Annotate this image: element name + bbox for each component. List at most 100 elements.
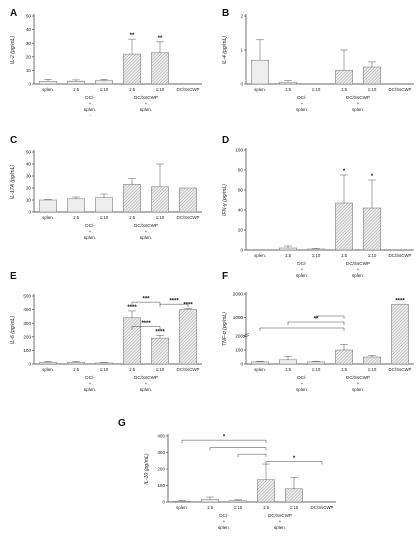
x-tick-label-C-4: 1:10: [156, 215, 165, 220]
bar-D-1: [279, 247, 297, 251]
group-label-E-1: DC/SsCWP: [134, 375, 158, 380]
bracket-label-E-0: ***: [142, 297, 150, 303]
group-label-G-0: DC/-: [219, 513, 229, 518]
bar-C-3: [123, 184, 141, 213]
x-tick-label-A-1: 1:5: [73, 87, 80, 92]
x-tick-label-B-1: 1:5: [285, 87, 292, 92]
group-plus-A-1: +: [145, 101, 148, 106]
y-tick-label-F: 100: [235, 348, 243, 353]
x-tick-label-C-5: DC/SsCWP: [177, 215, 200, 220]
x-tick-label-B-4: 1:10: [368, 87, 377, 92]
significance-mark-E-5: ****: [183, 303, 193, 309]
x-tick-label-F-3: 1:5: [341, 367, 348, 372]
group-sublabel-F-1: splen.: [352, 387, 364, 392]
x-tick-label-E-0: splen.: [42, 367, 54, 372]
x-tick-label-C-3: 1:5: [129, 215, 136, 220]
y-axis-title-A: IL-2 (pg/mL): [10, 36, 16, 65]
y-tick-label-G: 200: [157, 467, 165, 472]
x-tick-label-D-5: DC/SsCWP: [389, 253, 412, 258]
panel-letter-C: C: [10, 135, 17, 146]
x-tick-label-B-0: splen.: [254, 87, 266, 92]
x-tick-label-D-3: 1:5: [341, 253, 348, 258]
panel-letter-D: D: [222, 135, 229, 146]
x-tick-label-B-3: 1:5: [341, 87, 348, 92]
panel-letter-E: E: [10, 271, 17, 282]
x-tick-label-D-4: 1:10: [368, 253, 377, 258]
y-tick-label-E: 500: [23, 294, 31, 299]
group-sublabel-B-1: splen.: [352, 107, 364, 112]
y-tick-label-A: 40: [26, 27, 32, 32]
group-plus-E-0: +: [89, 381, 92, 386]
group-plus-D-1: +: [357, 267, 360, 272]
group-label-A-1: DC/SsCWP: [134, 95, 158, 100]
y-tick-label-A: 0: [28, 82, 31, 87]
x-tick-label-D-2: 1:10: [312, 253, 321, 258]
y-tick-label-E: 0: [28, 362, 31, 367]
bar-E-1: [67, 362, 85, 365]
group-sublabel-A-0: splen.: [84, 107, 96, 112]
x-tick-label-F-0: splen.: [254, 367, 266, 372]
significance-bracket-E-0: [131, 301, 161, 306]
bar-G-3: [257, 479, 275, 503]
significance-bracket-E-1: [159, 303, 189, 308]
panel-letter-A: A: [10, 8, 17, 19]
x-tick-label-B-2: 1:10: [312, 87, 321, 92]
group-label-E-0: DC/-: [85, 375, 95, 380]
group-sublabel-D-1: splen.: [352, 273, 364, 278]
significance-bracket-F-1: [287, 321, 345, 325]
group-label-F-0: DC/-: [297, 375, 307, 380]
significance-mark-D-4: *: [371, 174, 374, 180]
group-sublabel-C-0: splen.: [84, 235, 96, 240]
group-sublabel-G-0: splen.: [218, 525, 230, 530]
bar-A-3: [123, 53, 141, 85]
bar-A-0: [39, 81, 57, 85]
bar-A-2: [95, 80, 113, 85]
y-tick-label-B: 1: [240, 48, 243, 53]
bar-B-4: [363, 66, 381, 85]
group-plus-A-0: +: [89, 101, 92, 106]
bar-B-0: [251, 59, 269, 85]
x-tick-label-E-4: 1:10: [156, 367, 165, 372]
x-tick-label-A-4: 1:10: [156, 87, 165, 92]
y-axis-title-D: IFN-γ (pg/mL): [222, 184, 228, 216]
group-plus-E-1: +: [145, 381, 148, 386]
bar-F-5: [391, 304, 409, 365]
bar-E-3: [123, 317, 141, 365]
group-sublabel-B-0: splen.: [296, 107, 308, 112]
y-tick-label-C: 20: [26, 186, 32, 191]
group-label-A-0: DC/-: [85, 95, 95, 100]
y-tick-label-D: 100: [235, 148, 243, 153]
bar-E-0: [39, 362, 57, 365]
x-tick-label-C-0: splen.: [42, 215, 54, 220]
y-tick-label-A: 20: [26, 54, 32, 59]
y-axis-title-G: IL-10 (pg/mL): [144, 453, 150, 484]
y-axis-title-C: IL-17A (pg/mL): [10, 165, 16, 200]
bar-A-4: [151, 52, 169, 85]
y-tick-label-F: 200: [235, 334, 243, 339]
bar-D-4: [363, 207, 381, 251]
x-tick-label-D-1: 1:5: [285, 253, 292, 258]
group-plus-B-0: +: [301, 101, 304, 106]
x-tick-label-G-4: 1:10: [290, 505, 299, 510]
bracket-label-G-3: *: [293, 456, 296, 462]
y-tick-label-F: 2000: [233, 292, 244, 297]
group-sublabel-E-0: splen.: [84, 387, 96, 392]
y-tick-label-C: 10: [26, 198, 32, 203]
y-tick-label-D: 40: [238, 208, 244, 213]
group-sublabel-E-1: splen.: [140, 387, 152, 392]
y-tick-label-A: 10: [26, 68, 32, 73]
bracket-label-F-1: **: [314, 317, 319, 323]
bar-C-1: [67, 198, 85, 213]
significance-mark-E-3: ****: [127, 305, 137, 311]
bar-E-5: [179, 309, 197, 365]
bar-D-2: [307, 248, 325, 251]
bar-B-1: [279, 82, 297, 85]
bar-C-5: [179, 187, 197, 213]
x-tick-label-E-2: 1:10: [100, 367, 109, 372]
x-tick-label-E-5: DC/SsCWP: [177, 367, 200, 372]
y-tick-label-E: 200: [23, 334, 31, 339]
x-tick-label-E-1: 1:5: [73, 367, 80, 372]
group-plus-G-1: +: [279, 519, 282, 524]
y-tick-label-F: 1000: [233, 315, 244, 320]
